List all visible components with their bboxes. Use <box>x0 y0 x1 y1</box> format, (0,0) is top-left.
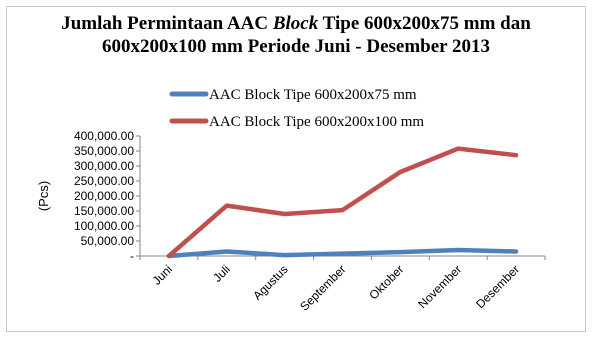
chart-title-part-b: Block <box>272 13 319 34</box>
x-tick-label-6: Desember <box>473 262 522 311</box>
y-tick-label-1: 50,000.00 <box>81 234 135 248</box>
x-tick-label-5: November <box>415 262 464 311</box>
chart-title: Jumlah Permintaan AAC Block Tipe 600x200… <box>0 12 592 58</box>
x-tick-label-4: Oktober <box>366 262 406 302</box>
chart-frame <box>6 6 586 332</box>
y-tick-label-6: 300,000.00 <box>74 159 134 173</box>
y-axis-label: (Pcs) <box>36 181 51 211</box>
y-tick-label-4: 200,000.00 <box>74 189 134 203</box>
legend-label-1: AAC Block Tipe 600x200x75 mm <box>209 87 417 103</box>
y-tick-label-2: 100,000.00 <box>74 219 134 233</box>
chart-title-line-2: 600x200x100 mm Periode Juni - Desember 2… <box>101 36 491 57</box>
y-tick-label-0: - <box>130 249 134 263</box>
y-tick-label-8: 400,000.00 <box>74 129 134 143</box>
chart-title-part-c: Tipe 600x200x75 mm dan <box>318 13 531 34</box>
y-tick-label-3: 150,000.00 <box>74 204 134 218</box>
x-tick-label-0: Juni <box>150 262 175 287</box>
chart-title-line-1: Jumlah Permintaan AAC Block Tipe 600x200… <box>0 12 592 35</box>
y-tick-label-7: 350,000.00 <box>74 144 134 158</box>
x-tick-label-2: Agustus <box>250 262 291 303</box>
series-line-2 <box>166 146 519 259</box>
x-tick-label-1: Juli <box>210 262 233 285</box>
legend-label-2: AAC Block Tipe 600x200x100 mm <box>209 114 424 130</box>
series-line-1 <box>166 247 519 259</box>
x-tick-label-3: September <box>297 262 348 313</box>
y-tick-label-5: 250,000.00 <box>74 174 134 188</box>
chart-title-part-a: Jumlah Permintaan AAC <box>61 13 273 34</box>
